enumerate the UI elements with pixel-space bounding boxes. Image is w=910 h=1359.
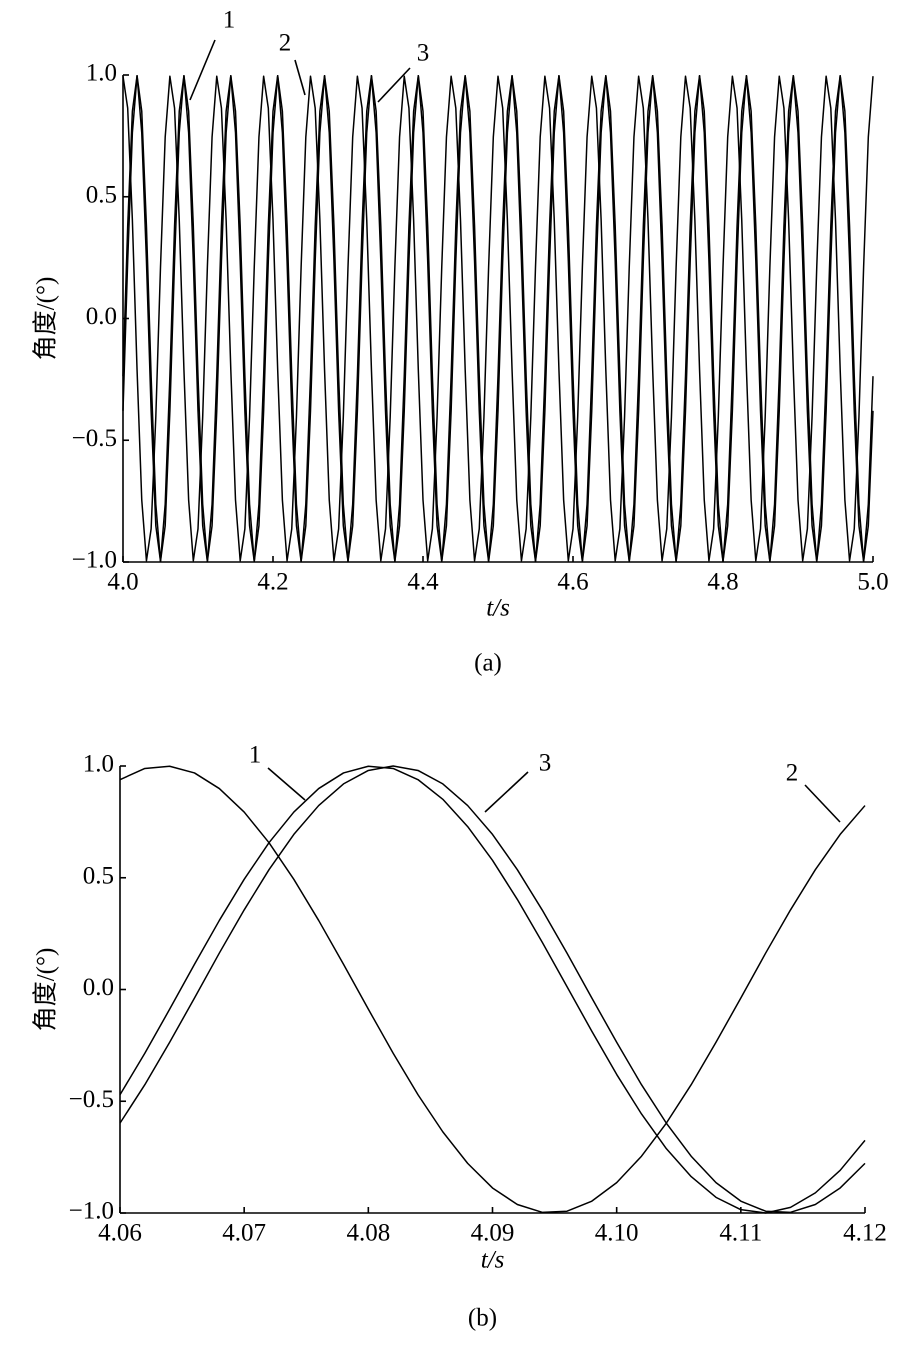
x-axis-label: t/s: [481, 1247, 505, 1274]
caption: (b): [468, 1305, 497, 1332]
y-axis-label: 角度/(°): [32, 277, 60, 361]
x-tick-label: 4.4: [407, 569, 439, 596]
y-tick-label: 0.0: [83, 974, 114, 1001]
x-tick-label: 4.6: [557, 569, 588, 596]
y-axis-label: 角度/(°): [32, 948, 60, 1032]
y-tick-label: 0.5: [83, 862, 114, 889]
series-line: [119, 765, 866, 1214]
label-leader: [267, 767, 306, 801]
x-tick-label: 4.12: [843, 1220, 887, 1247]
subplot: −1.0 −0.5 0.0 0.5 1.0 4.06 4.07 4.08 4.09 4.10 4.1…: [32, 742, 887, 1332]
series-line: [122, 74, 874, 563]
subplot: −1.0 −0.5 0.0 0.5 1.0 4.0 4.2 4.4 4.6 4.8 5.0 1 2 3 角度…: [32, 7, 889, 677]
label-leader: [189, 39, 216, 101]
series-label: 3: [417, 40, 430, 67]
x-tick-label: 4.09: [471, 1220, 515, 1247]
y-tick-label: 0.5: [86, 181, 117, 208]
series-label: 2: [786, 760, 799, 787]
label-leader: [294, 59, 306, 96]
x-tick-label: 4.8: [707, 569, 738, 596]
y-tick-label: 1.0: [83, 751, 114, 778]
series-label: 3: [539, 750, 552, 777]
y-tick-label: −0.5: [72, 425, 117, 452]
caption: (a): [474, 650, 502, 677]
x-tick-label: 4.2: [257, 569, 288, 596]
x-tick-label: 4.0: [107, 569, 138, 596]
series-line: [119, 765, 866, 1214]
y-tick-label: −1.0: [69, 1198, 114, 1225]
series-label: 1: [249, 742, 262, 769]
x-tick-label: 4.06: [98, 1220, 142, 1247]
x-tick-label: 4.08: [346, 1220, 390, 1247]
label-leader: [804, 784, 841, 823]
series-line: [119, 765, 866, 1214]
y-tick-label: 1.0: [86, 60, 117, 87]
y-tick-label: 0.0: [86, 303, 117, 330]
x-tick-label: 5.0: [857, 569, 888, 596]
y-tick-label: −1.0: [72, 547, 117, 574]
label-leader: [484, 771, 529, 813]
y-tick-label: −0.5: [69, 1086, 114, 1113]
series-line: [122, 74, 874, 563]
x-axis-label: t/s: [486, 595, 510, 622]
label-leader: [377, 67, 411, 103]
x-tick-label: 4.07: [222, 1220, 266, 1247]
series-label: 2: [279, 30, 292, 57]
series-label: 1: [223, 7, 236, 34]
x-tick-label: 4.11: [719, 1220, 762, 1247]
x-tick-label: 4.10: [595, 1220, 639, 1247]
